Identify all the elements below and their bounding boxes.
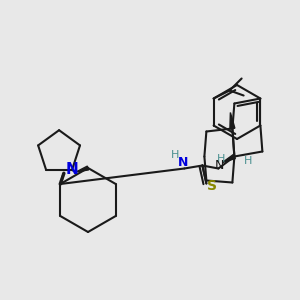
Text: H: H — [217, 154, 226, 164]
Text: N: N — [215, 159, 224, 172]
Polygon shape — [76, 166, 88, 172]
Text: N: N — [66, 163, 78, 178]
Polygon shape — [222, 154, 236, 163]
Text: H: H — [244, 155, 253, 166]
Text: H: H — [171, 151, 180, 160]
Polygon shape — [230, 112, 235, 129]
Text: N: N — [178, 156, 189, 169]
Text: S: S — [207, 179, 218, 194]
